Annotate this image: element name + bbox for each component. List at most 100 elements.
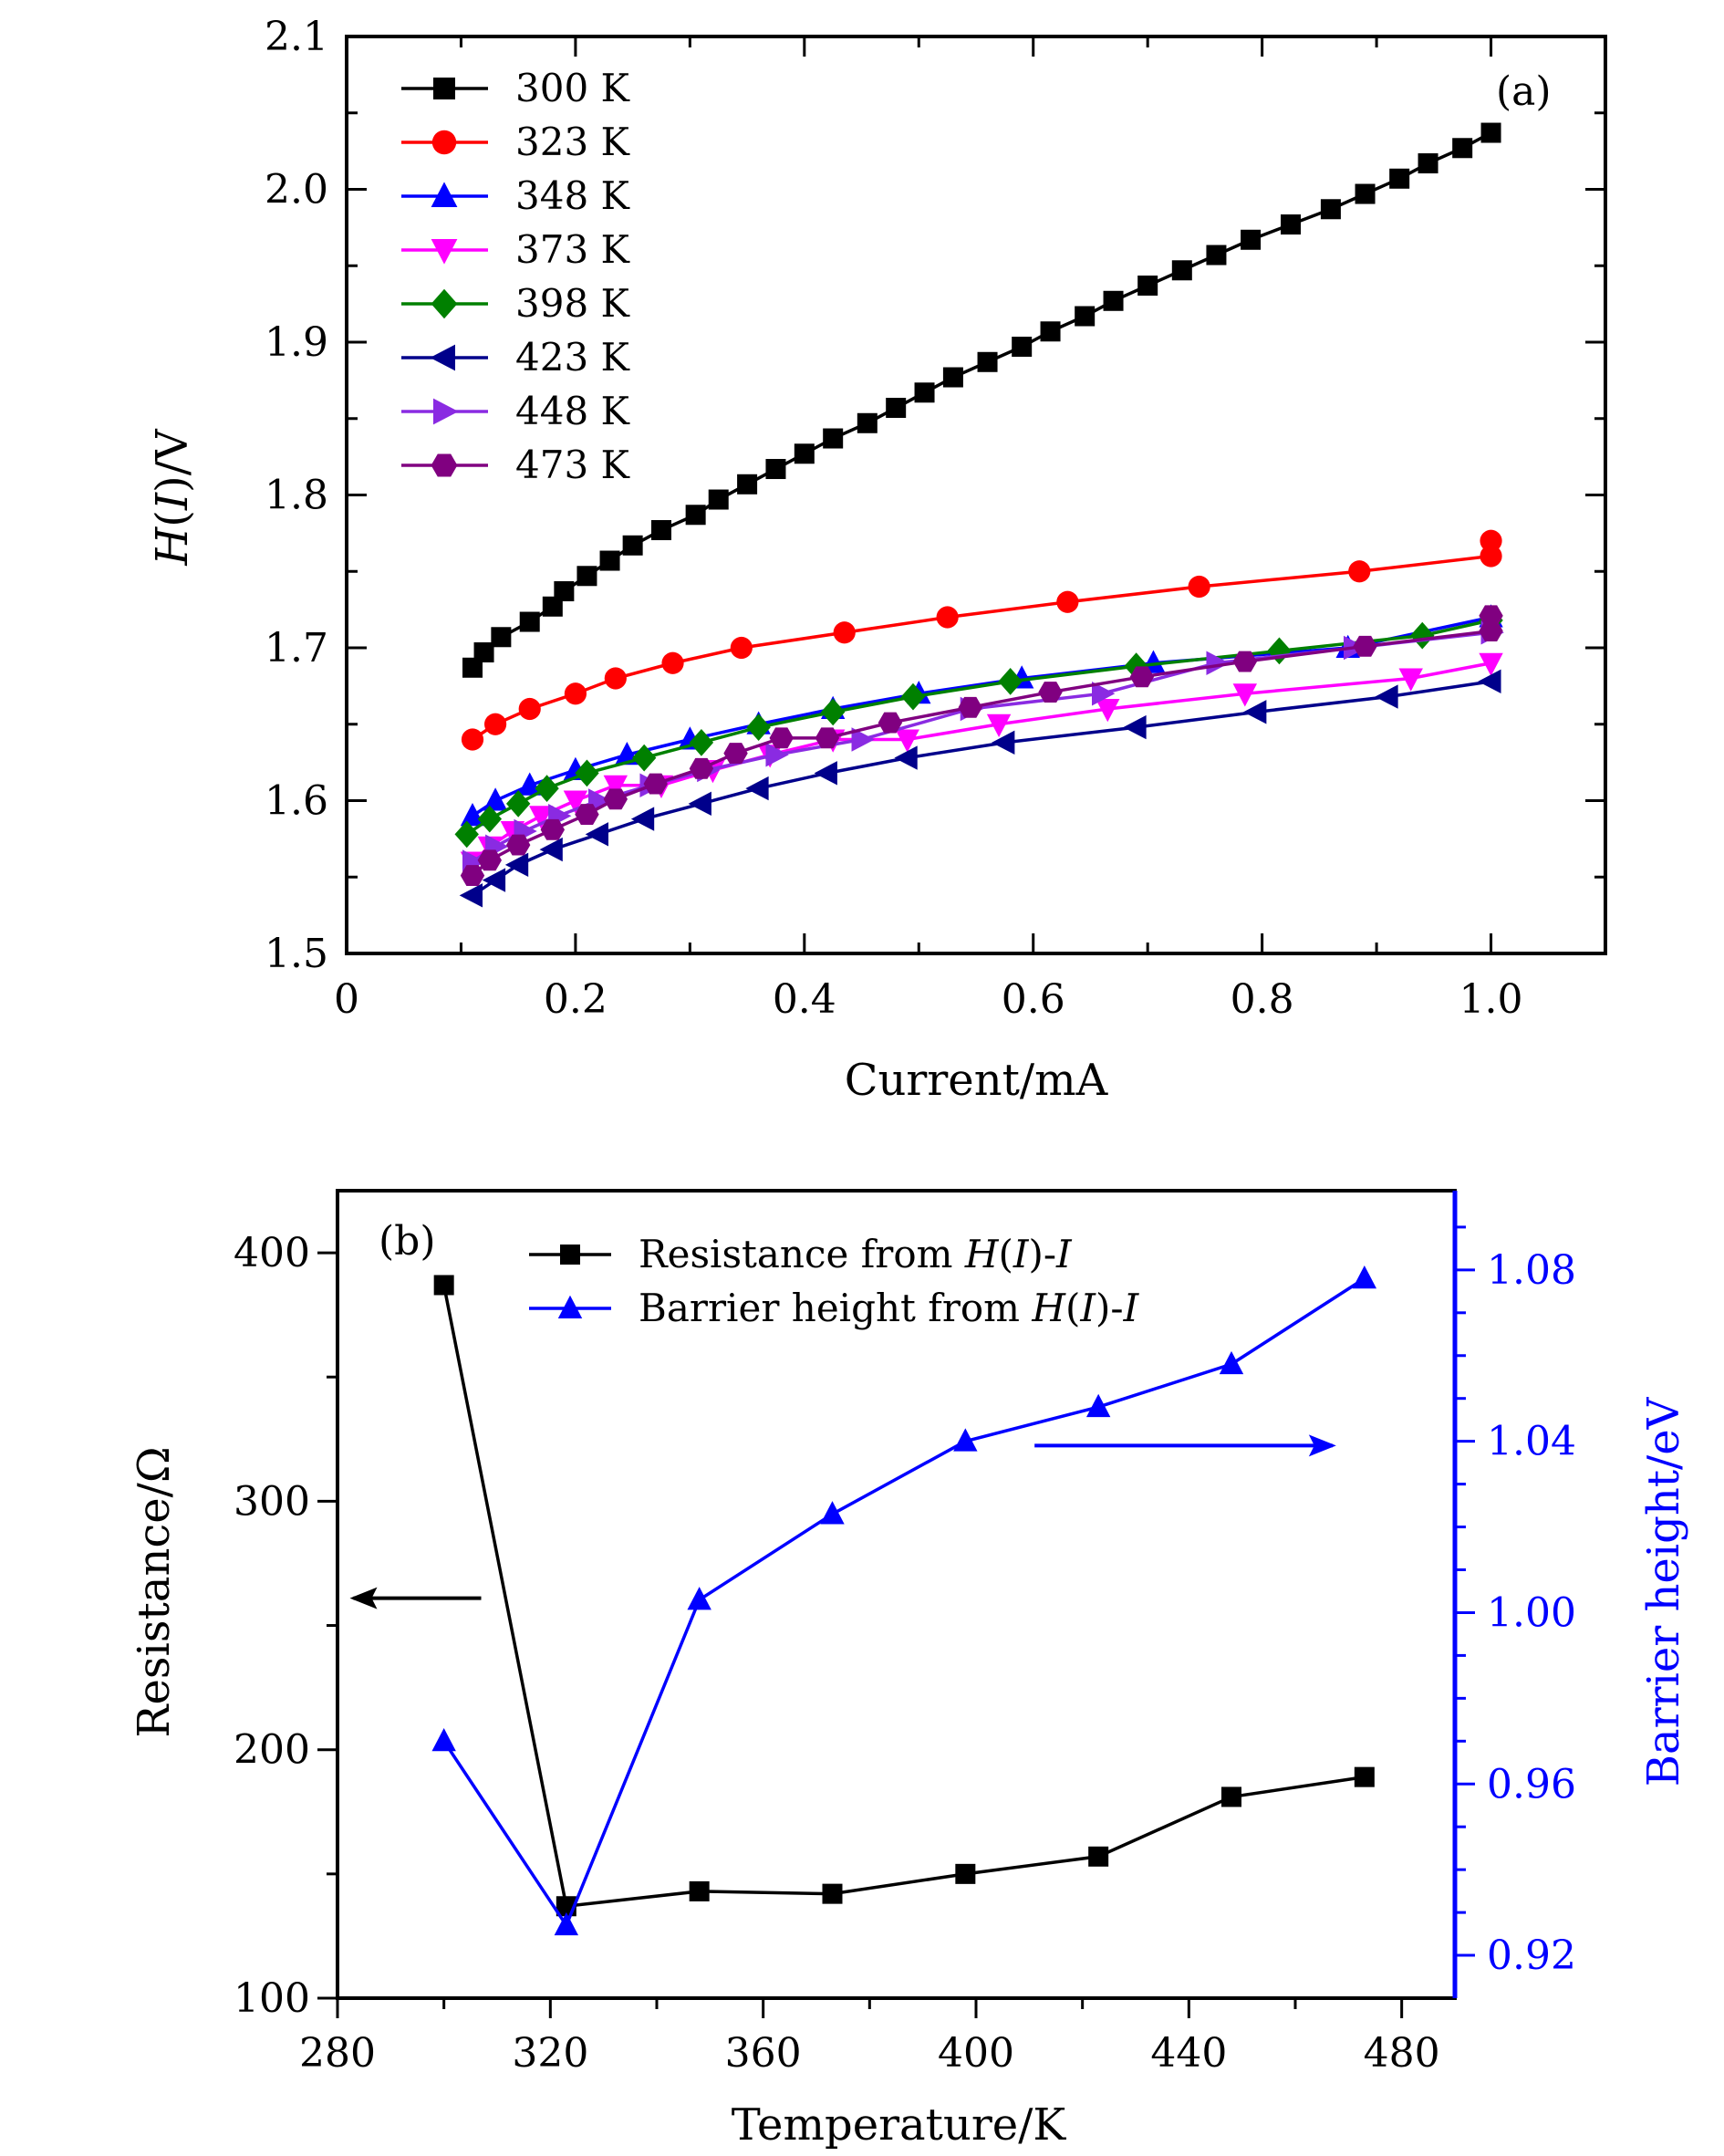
panel-b-point bbox=[1085, 1393, 1111, 1418]
legend-entry-part: Barrier height from bbox=[639, 1286, 1032, 1330]
panel-a-point bbox=[1418, 153, 1438, 174]
panel-a-ytick-label: 2.1 bbox=[265, 14, 328, 60]
panel-a-point bbox=[1398, 668, 1423, 692]
panel-b-xtick-label: 320 bbox=[512, 2030, 588, 2077]
panel-b-xtick-label: 440 bbox=[1150, 2030, 1227, 2077]
panel-a-point bbox=[886, 398, 907, 419]
panel-a-point bbox=[685, 505, 706, 526]
panel-a-point bbox=[708, 489, 729, 510]
panel-a-point bbox=[992, 730, 1015, 755]
legend-entry-part: )- bbox=[1096, 1286, 1124, 1330]
panel-a-point bbox=[815, 727, 840, 749]
panel-a-point bbox=[460, 802, 485, 827]
panel-b-ytick-right-label: 1.08 bbox=[1487, 1247, 1576, 1294]
panel-a-point bbox=[914, 382, 935, 403]
panel-a-point bbox=[1479, 605, 1503, 627]
panel-a-point bbox=[746, 713, 771, 741]
legend-marker bbox=[431, 239, 458, 265]
panel-a-point bbox=[1452, 138, 1473, 159]
panel-a-point bbox=[477, 805, 503, 833]
legend-entry: 348 K bbox=[515, 173, 631, 218]
panel-a-point bbox=[454, 820, 479, 849]
panel-a-point bbox=[1096, 699, 1120, 723]
panel-b-series-line bbox=[442, 1276, 1366, 1929]
panel-b-point bbox=[820, 1501, 845, 1525]
panel-a-point bbox=[504, 852, 529, 878]
panel-a-ylabel-open: ( bbox=[147, 510, 198, 527]
panel-a-point bbox=[1123, 714, 1147, 740]
panel-b-arrow-0-head bbox=[349, 1587, 378, 1609]
panel-b-ylabel-right: Barrier height/eV bbox=[1638, 1396, 1689, 1786]
panel-a-point bbox=[622, 535, 643, 556]
legend-entry-part: I bbox=[1013, 1232, 1030, 1276]
panel-a-xtick-label: 0.8 bbox=[1231, 976, 1294, 1023]
panel-a-point bbox=[1355, 183, 1376, 204]
panel-a-point bbox=[986, 713, 1012, 738]
panel-a-point bbox=[535, 775, 559, 802]
panel-a-point bbox=[857, 412, 878, 433]
panel-a-point bbox=[1232, 651, 1258, 672]
panel-a-ylabel-h: H bbox=[147, 526, 198, 567]
panel-a-point bbox=[1232, 683, 1258, 707]
legend-entry-part: Resistance from bbox=[639, 1232, 965, 1276]
panel-a-series bbox=[454, 122, 1504, 908]
legend-marker bbox=[433, 78, 455, 99]
panel-a-point bbox=[631, 744, 657, 772]
panel-a-point bbox=[483, 787, 508, 811]
panel-a-point bbox=[820, 698, 846, 726]
panel-a-point bbox=[1241, 229, 1262, 250]
legend-entry-part: ( bbox=[1065, 1286, 1080, 1330]
panel-b-xtick-label: 480 bbox=[1364, 2030, 1440, 2077]
panel-b-ytick-right-label: 0.92 bbox=[1487, 1932, 1576, 1979]
panel-a-tick-labels: 0 0.2 0.4 0.6 0.8 1.0 1.5 1.6 1.7 1.8 1.9 2.0 2.1 bbox=[265, 14, 1523, 1023]
panel-a-point bbox=[723, 743, 748, 765]
legend-entry: 423 K bbox=[515, 335, 631, 380]
legend-entry-part: H bbox=[1031, 1286, 1066, 1330]
panel-a-point bbox=[998, 668, 1023, 695]
panel-b-point bbox=[431, 1728, 456, 1752]
panel-a-point bbox=[765, 459, 786, 480]
panel-a-point bbox=[477, 849, 503, 871]
panel-a-point bbox=[689, 757, 714, 779]
panel-b-tick-labels: 280 320 360 400 440 480 100 200 300 400 0.92 0.96 1.… bbox=[234, 1230, 1576, 2077]
panel-a-point bbox=[1480, 529, 1502, 552]
panel-b-ticks bbox=[317, 1225, 1475, 2018]
panel-a-xlabel: Current/mA bbox=[845, 1055, 1109, 1106]
panel-a-point bbox=[894, 745, 918, 770]
panel-b-point bbox=[955, 1863, 976, 1884]
panel-a-ylabel-rest: )/V bbox=[147, 428, 198, 493]
panel-a-point bbox=[1124, 652, 1148, 680]
panel-a-point bbox=[1038, 682, 1063, 703]
panel-a-point bbox=[833, 621, 856, 644]
panel-a-ytick-label: 1.9 bbox=[265, 319, 328, 366]
legend-marker bbox=[560, 1245, 580, 1265]
panel-a-series-0 bbox=[462, 122, 1501, 678]
panel-a-point bbox=[603, 775, 628, 799]
panel-a-point bbox=[765, 743, 789, 767]
panel-a-ytick-label: 1.5 bbox=[265, 931, 328, 977]
panel-a-ylabel-i: I bbox=[147, 492, 198, 511]
panel-a-point bbox=[814, 761, 837, 786]
panel-b-ytick-right-label: 1.00 bbox=[1487, 1589, 1576, 1636]
legend-entry: Barrier height from H(I)-I bbox=[639, 1286, 1140, 1330]
panel-a-xtick-label: 0.4 bbox=[773, 976, 836, 1023]
panel-a-point bbox=[730, 636, 753, 660]
panel-a-point bbox=[1320, 199, 1341, 220]
panel-b-ytick-left-label: 400 bbox=[234, 1230, 310, 1276]
panel-a-point bbox=[794, 443, 815, 464]
panel-a-xtick-label: 0.2 bbox=[544, 976, 608, 1023]
panel-b-ytick-right-label: 0.96 bbox=[1487, 1761, 1576, 1807]
panel-a-point bbox=[1137, 276, 1158, 297]
panel-a-point bbox=[1267, 637, 1292, 665]
panel-a-ytick-label: 2.0 bbox=[265, 167, 328, 214]
panel-a-point bbox=[936, 606, 959, 629]
panel-a: 0 0.2 0.4 0.6 0.8 1.0 1.5 1.6 1.7 1.8 1.9 2.0 2.1 30… bbox=[147, 14, 1607, 1106]
panel-a-point bbox=[1129, 666, 1155, 688]
legend-entry-part: ( bbox=[998, 1232, 1013, 1276]
panel-a-point bbox=[1206, 245, 1227, 266]
panel-b-point bbox=[953, 1428, 978, 1452]
panel-a-point bbox=[575, 759, 599, 787]
legend-entry: 323 K bbox=[515, 120, 631, 164]
panel-a-point bbox=[1040, 321, 1061, 342]
panel-a-point bbox=[1480, 122, 1501, 143]
